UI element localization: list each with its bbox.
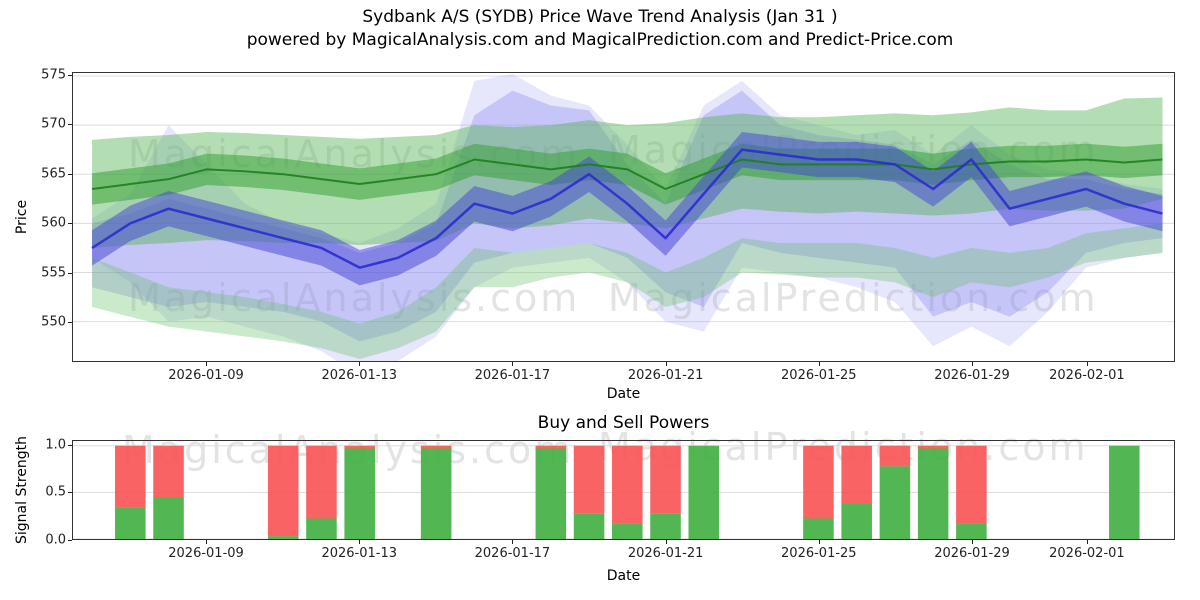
price-x-tick-label: 2026-02-01 (1049, 368, 1125, 383)
power-x-tick-label: 2026-01-29 (934, 546, 1010, 561)
price-x-tick-label: 2026-01-25 (781, 368, 857, 383)
price-y-tick-label: 555 (41, 265, 66, 281)
power-chart-title: Buy and Sell Powers (537, 413, 710, 433)
buy-power-bar (573, 513, 605, 539)
sell-power-bar (153, 445, 184, 498)
green-trend-line (91, 158, 1163, 190)
price-axis-label: Price (14, 199, 30, 235)
buy-power-bar (650, 513, 681, 539)
price-y-tick-label: 565 (41, 166, 66, 182)
price-x-tick-label: 2026-01-09 (168, 368, 244, 383)
power-chart-plot (72, 440, 1175, 540)
sell-power-bar (115, 445, 146, 508)
blue-trend-line (91, 148, 1163, 269)
figure-title-block: Sydbank A/S (SYDB) Price Wave Trend Anal… (0, 6, 1200, 52)
price-x-tick-mark (665, 362, 667, 366)
buy-power-bar (420, 448, 452, 539)
price-x-tick-mark (972, 362, 974, 366)
power-x-tick-label: 2026-02-01 (1049, 546, 1125, 561)
price-date-axis-label: Date (606, 386, 641, 402)
figure-subtitle: powered by MagicalAnalysis.com and Magic… (246, 30, 954, 50)
power-x-tick-mark (972, 540, 974, 544)
blue-core-band (92, 131, 1163, 286)
sell-power-bar (267, 445, 299, 537)
price-chart-svg (73, 73, 1174, 361)
power-x-tick-label: 2026-01-21 (627, 546, 704, 561)
sell-power-bar (917, 445, 949, 449)
power-x-tick-mark (359, 540, 361, 544)
price-x-tick-mark (206, 362, 208, 366)
price-y-tick-label: 550 (41, 314, 66, 330)
power-x-tick-mark (512, 540, 514, 544)
power-date-axis-label: Date (606, 568, 641, 584)
power-chart-svg (73, 445, 1174, 539)
price-x-tick-label: 2026-01-13 (321, 368, 398, 383)
buy-power-bar (803, 518, 834, 539)
power-x-tick-mark (1086, 540, 1088, 544)
price-y-tick-label: 570 (41, 116, 66, 132)
green-low-band (92, 223, 1163, 360)
buy-power-bar (1109, 445, 1140, 539)
signal-strength-axis-label: Signal Strength (14, 435, 30, 545)
figure-title: Sydbank A/S (SYDB) Price Wave Trend Anal… (362, 7, 838, 27)
sell-power-bar (841, 445, 872, 504)
sell-power-bar (573, 445, 605, 514)
sell-power-bar (879, 445, 911, 467)
sell-power-bar (612, 445, 643, 524)
power-x-tick-mark (665, 540, 667, 544)
buy-power-bar (841, 503, 872, 539)
sell-power-bar (803, 445, 834, 519)
buy-power-bar (956, 523, 987, 539)
buy-power-bar (267, 536, 299, 539)
buy-power-bar (879, 466, 911, 539)
power-y-tick-mark (68, 540, 72, 541)
price-x-tick-label: 2026-01-21 (627, 368, 704, 383)
buy-power-bar (115, 507, 146, 539)
price-chart-plot (72, 72, 1175, 362)
price-x-tick-mark (512, 362, 514, 366)
buy-power-bar (612, 523, 643, 539)
price-x-tick-mark (359, 362, 361, 366)
power-x-tick-label: 2026-01-13 (321, 546, 398, 561)
buy-power-bar (535, 448, 567, 539)
buy-power-bar (306, 518, 337, 539)
sell-power-bar (535, 445, 567, 449)
price-x-tick-label: 2026-01-17 (474, 368, 551, 383)
buy-power-bar (917, 448, 949, 539)
price-x-tick-mark (818, 362, 820, 366)
watermark-text: MagicalAnalysis.com (128, 276, 581, 320)
sell-power-bar (344, 445, 375, 449)
power-x-tick-mark (206, 540, 208, 544)
buy-power-bar (688, 445, 720, 539)
price-x-tick-label: 2026-01-29 (934, 368, 1010, 383)
sell-power-bar (306, 445, 337, 519)
buy-power-bar (344, 448, 375, 539)
buy-power-bar (153, 496, 184, 539)
power-x-tick-label: 2026-01-17 (474, 546, 551, 561)
price-y-tick-label: 575 (41, 67, 66, 83)
watermark-text: MagicalPrediction.com (608, 276, 1099, 320)
sell-power-bar (956, 445, 987, 524)
price-x-tick-mark (1086, 362, 1088, 366)
sell-power-bar (650, 445, 681, 514)
sell-power-bar (420, 445, 452, 449)
power-x-tick-mark (818, 540, 820, 544)
power-x-tick-label: 2026-01-09 (168, 546, 244, 561)
power-x-tick-label: 2026-01-25 (781, 546, 857, 561)
